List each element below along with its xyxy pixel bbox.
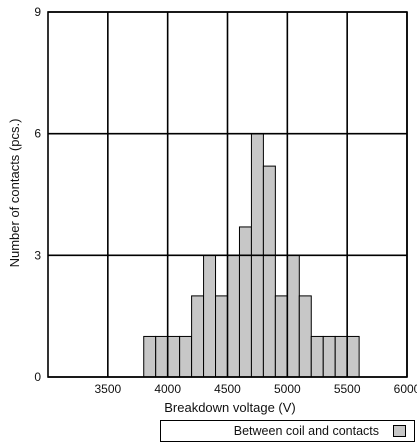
y-tick-label: 6 <box>34 127 41 141</box>
y-tick-label: 0 <box>34 370 41 384</box>
y-tick-label: 9 <box>34 5 41 19</box>
histogram-bar <box>286 254 300 378</box>
histogram-bar <box>203 254 217 378</box>
legend-label: Between coil and contacts <box>233 424 379 438</box>
histogram-bar <box>262 165 276 378</box>
legend: Between coil and contacts <box>160 420 415 442</box>
y-tick-label: 3 <box>34 248 41 262</box>
histogram-bar <box>334 335 348 378</box>
plot-frame <box>47 11 408 378</box>
legend-swatch <box>393 425 406 437</box>
x-tick-label: 4500 <box>214 382 241 396</box>
x-tick-label: 5500 <box>334 382 361 396</box>
grid-lines <box>47 11 408 378</box>
histogram-bar <box>191 295 205 378</box>
histogram-bar <box>155 335 169 378</box>
histogram-bar <box>167 335 181 378</box>
x-tick-label: 5000 <box>274 382 301 396</box>
histogram-bar <box>215 295 229 378</box>
histogram-bar <box>227 254 240 378</box>
histogram-bar <box>346 335 360 378</box>
histogram-bar <box>310 335 324 378</box>
x-tick-label: 3500 <box>94 382 121 396</box>
histogram-bar <box>238 226 252 378</box>
bars-group <box>143 133 360 378</box>
y-axis-title: Number of contacts (pcs.) <box>7 119 22 268</box>
y-tick-labels: 0 3 6 9 <box>34 5 41 384</box>
histogram-bar <box>143 335 157 378</box>
histogram-bar <box>322 335 336 378</box>
x-axis-title: Breakdown voltage (V) <box>164 400 296 415</box>
histogram-bar <box>179 335 193 378</box>
histogram-bar <box>298 295 312 378</box>
x-tick-label: 4000 <box>154 382 181 396</box>
histogram-bar <box>274 295 288 378</box>
